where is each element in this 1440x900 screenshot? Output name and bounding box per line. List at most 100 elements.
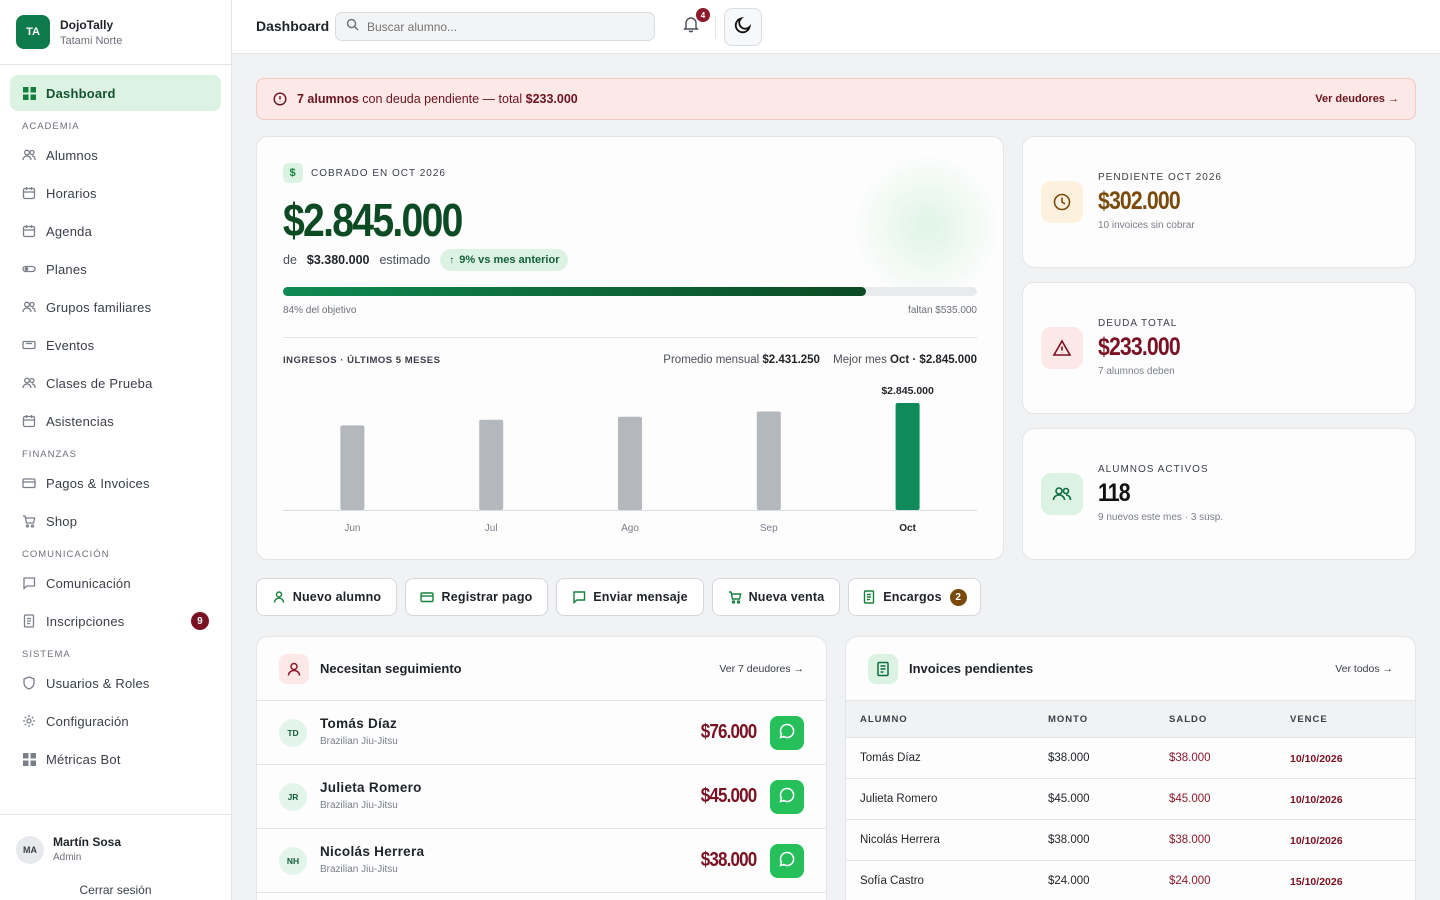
avatar: JR	[279, 783, 307, 811]
goal-remaining-label: faltan $535.000	[908, 305, 977, 316]
sidebar-item-grupos-familiares[interactable]: Grupos familiares	[10, 289, 221, 325]
student-discipline: Brazilian Jiu-Jitsu	[320, 864, 398, 875]
sidebar-item-usuarios-roles[interactable]: Usuarios & Roles	[10, 665, 221, 701]
cell-due: 10/10/2026	[1290, 835, 1343, 847]
credit-card-icon	[22, 476, 36, 490]
kpi-value: 118	[1098, 479, 1131, 507]
user-icon	[272, 590, 286, 604]
chart-bar-oct	[895, 403, 920, 510]
column-header[interactable]: VENCE	[1290, 714, 1328, 725]
column-header[interactable]: ALUMNO	[860, 714, 908, 725]
whatsapp-button[interactable]	[770, 716, 804, 750]
whatsapp-button[interactable]	[770, 844, 804, 878]
new-student-button[interactable]: Nuevo alumno	[256, 578, 397, 616]
cell-balance: $24.000	[1169, 875, 1211, 887]
search-input[interactable]	[367, 19, 647, 34]
cell-student: Nicolás Herrera	[860, 834, 940, 846]
chat-bubble-icon	[778, 722, 796, 745]
alert-text: con deuda pendiente — total	[358, 92, 526, 106]
top-header: Dashboard 4	[232, 0, 1440, 54]
cell-due: 10/10/2026	[1290, 753, 1343, 765]
column-header[interactable]: SALDO	[1169, 714, 1208, 725]
cart-icon	[22, 514, 36, 528]
button-label: Encargos	[883, 590, 942, 604]
sidebar-item-asistencias[interactable]: Asistencias	[10, 403, 221, 439]
sidebar-item-eventos[interactable]: Eventos	[10, 327, 221, 363]
table-row[interactable]: Julieta Romero $45.000 $45.000 10/10/202…	[846, 779, 1415, 820]
sidebar-item-label: Eventos	[46, 337, 95, 353]
sidebar-item-label: Agenda	[46, 223, 93, 239]
bell-icon[interactable]	[682, 15, 704, 37]
collected-amount: $2.845.000	[283, 194, 463, 246]
card-glow	[847, 157, 1003, 297]
moon-icon	[733, 15, 753, 40]
grid-icon	[22, 86, 36, 100]
kpi-value: $233.000	[1098, 333, 1181, 361]
sidebar-item-inscripciones[interactable]: Inscripciones 9	[10, 603, 221, 639]
student-discipline: Brazilian Jiu-Jitsu	[320, 736, 398, 747]
list-item[interactable]: NH Nicolás Herrera Brazilian Jiu-Jitsu $…	[257, 829, 826, 893]
sidebar-item-label: Configuración	[46, 713, 129, 729]
cell-amount: $45.000	[1048, 793, 1090, 805]
student-name: Julieta Romero	[320, 780, 422, 795]
users-icon	[22, 148, 36, 162]
sidebar-item-label: Planes	[46, 261, 87, 277]
kpi-sub: 7 alumnos deben	[1098, 366, 1175, 377]
theme-toggle-button[interactable]	[724, 8, 762, 46]
panel-title: Necesitan seguimiento	[320, 661, 462, 676]
goal-progress-label: 84% del objetivo	[283, 305, 357, 316]
sidebar-item-label: Grupos familiares	[46, 299, 152, 315]
sidebar-item-comunicacion[interactable]: Comunicación	[10, 565, 221, 601]
sidebar-nav: Dashboard ACADEMIA Alumnos Horarios Agen…	[10, 75, 221, 779]
table-row[interactable]: Nicolás Herrera $38.000 $38.000 10/10/20…	[846, 820, 1415, 861]
cell-balance: $45.000	[1169, 793, 1211, 805]
message-icon	[572, 590, 586, 604]
chart-tick-label: Jun	[344, 523, 360, 534]
table-row[interactable]: Sofía Castro $24.000 $24.000 15/10/2026	[846, 861, 1415, 900]
student-name: Nicolás Herrera	[320, 844, 425, 859]
student-discipline: Brazilian Jiu-Jitsu	[320, 800, 398, 811]
kpi-label: DEUDA TOTAL	[1098, 318, 1178, 329]
change-pill: ↑ 9% vs mes anterior	[440, 249, 569, 271]
sidebar-item-configuracion[interactable]: Configuración	[10, 703, 221, 739]
register-payment-button[interactable]: Registrar pago	[405, 578, 548, 616]
sidebar-item-pagos-invoices[interactable]: Pagos & Invoices	[10, 465, 221, 501]
nav-section-academia: ACADEMIA	[22, 120, 80, 132]
kpi-sub: 9 nuevos este mes · 3 susp.	[1098, 512, 1224, 523]
sidebar-item-clases-de-prueba[interactable]: Clases de Prueba	[10, 365, 221, 401]
user-panel: MA Martín Sosa Admin Cerrar sesión	[0, 814, 231, 900]
estimate-line: de $3.380.000 estimado ↑ 9% vs mes anter…	[283, 249, 569, 271]
table-row[interactable]: Tomás Díaz $38.000 $38.000 10/10/2026	[846, 738, 1415, 779]
avatar[interactable]: MA	[16, 836, 44, 864]
cell-amount: $38.000	[1048, 834, 1090, 846]
view-debtors-link[interactable]: Ver deudores →	[1315, 93, 1399, 105]
new-sale-button[interactable]: Nueva venta	[712, 578, 840, 616]
sidebar-item-horarios[interactable]: Horarios	[10, 175, 221, 211]
notification-badge: 4	[696, 8, 710, 22]
view-debtors-link[interactable]: Ver 7 deudores →	[719, 663, 804, 675]
view-all-link[interactable]: Ver todos →	[1335, 663, 1393, 675]
button-label: Registrar pago	[441, 590, 533, 604]
student-name: Tomás Díaz	[320, 716, 398, 731]
chart-title: INGRESOS · ÚLTIMOS 5 MESES	[283, 355, 441, 366]
brand-logo: TA	[16, 15, 50, 49]
sidebar-item-dashboard[interactable]: Dashboard	[10, 75, 221, 111]
sidebar-item-agenda[interactable]: Agenda	[10, 213, 221, 249]
sidebar-item-metricas-bot[interactable]: Métricas Bot	[10, 741, 221, 777]
orders-button[interactable]: Encargos 2	[848, 578, 981, 616]
send-message-button[interactable]: Enviar mensaje	[556, 578, 704, 616]
column-header[interactable]: MONTO	[1048, 714, 1089, 725]
logout-button[interactable]: Cerrar sesión	[79, 883, 152, 897]
document-icon	[862, 590, 876, 604]
button-label: Nuevo alumno	[292, 590, 382, 604]
sidebar-item-planes[interactable]: Planes	[10, 251, 221, 287]
whatsapp-button[interactable]	[770, 780, 804, 814]
search-box[interactable]	[335, 12, 655, 41]
list-item[interactable]: JR Julieta Romero Brazilian Jiu-Jitsu $4…	[257, 765, 826, 829]
estimated-amount: $3.380.000	[306, 253, 370, 267]
ticket-icon	[22, 338, 36, 352]
sidebar-item-shop[interactable]: Shop	[10, 503, 221, 539]
sidebar-item-alumnos[interactable]: Alumnos	[10, 137, 221, 173]
kpi-label: PENDIENTE OCT 2026	[1098, 172, 1222, 183]
list-item[interactable]: TD Tomás Díaz Brazilian Jiu-Jitsu $76.00…	[257, 701, 826, 765]
